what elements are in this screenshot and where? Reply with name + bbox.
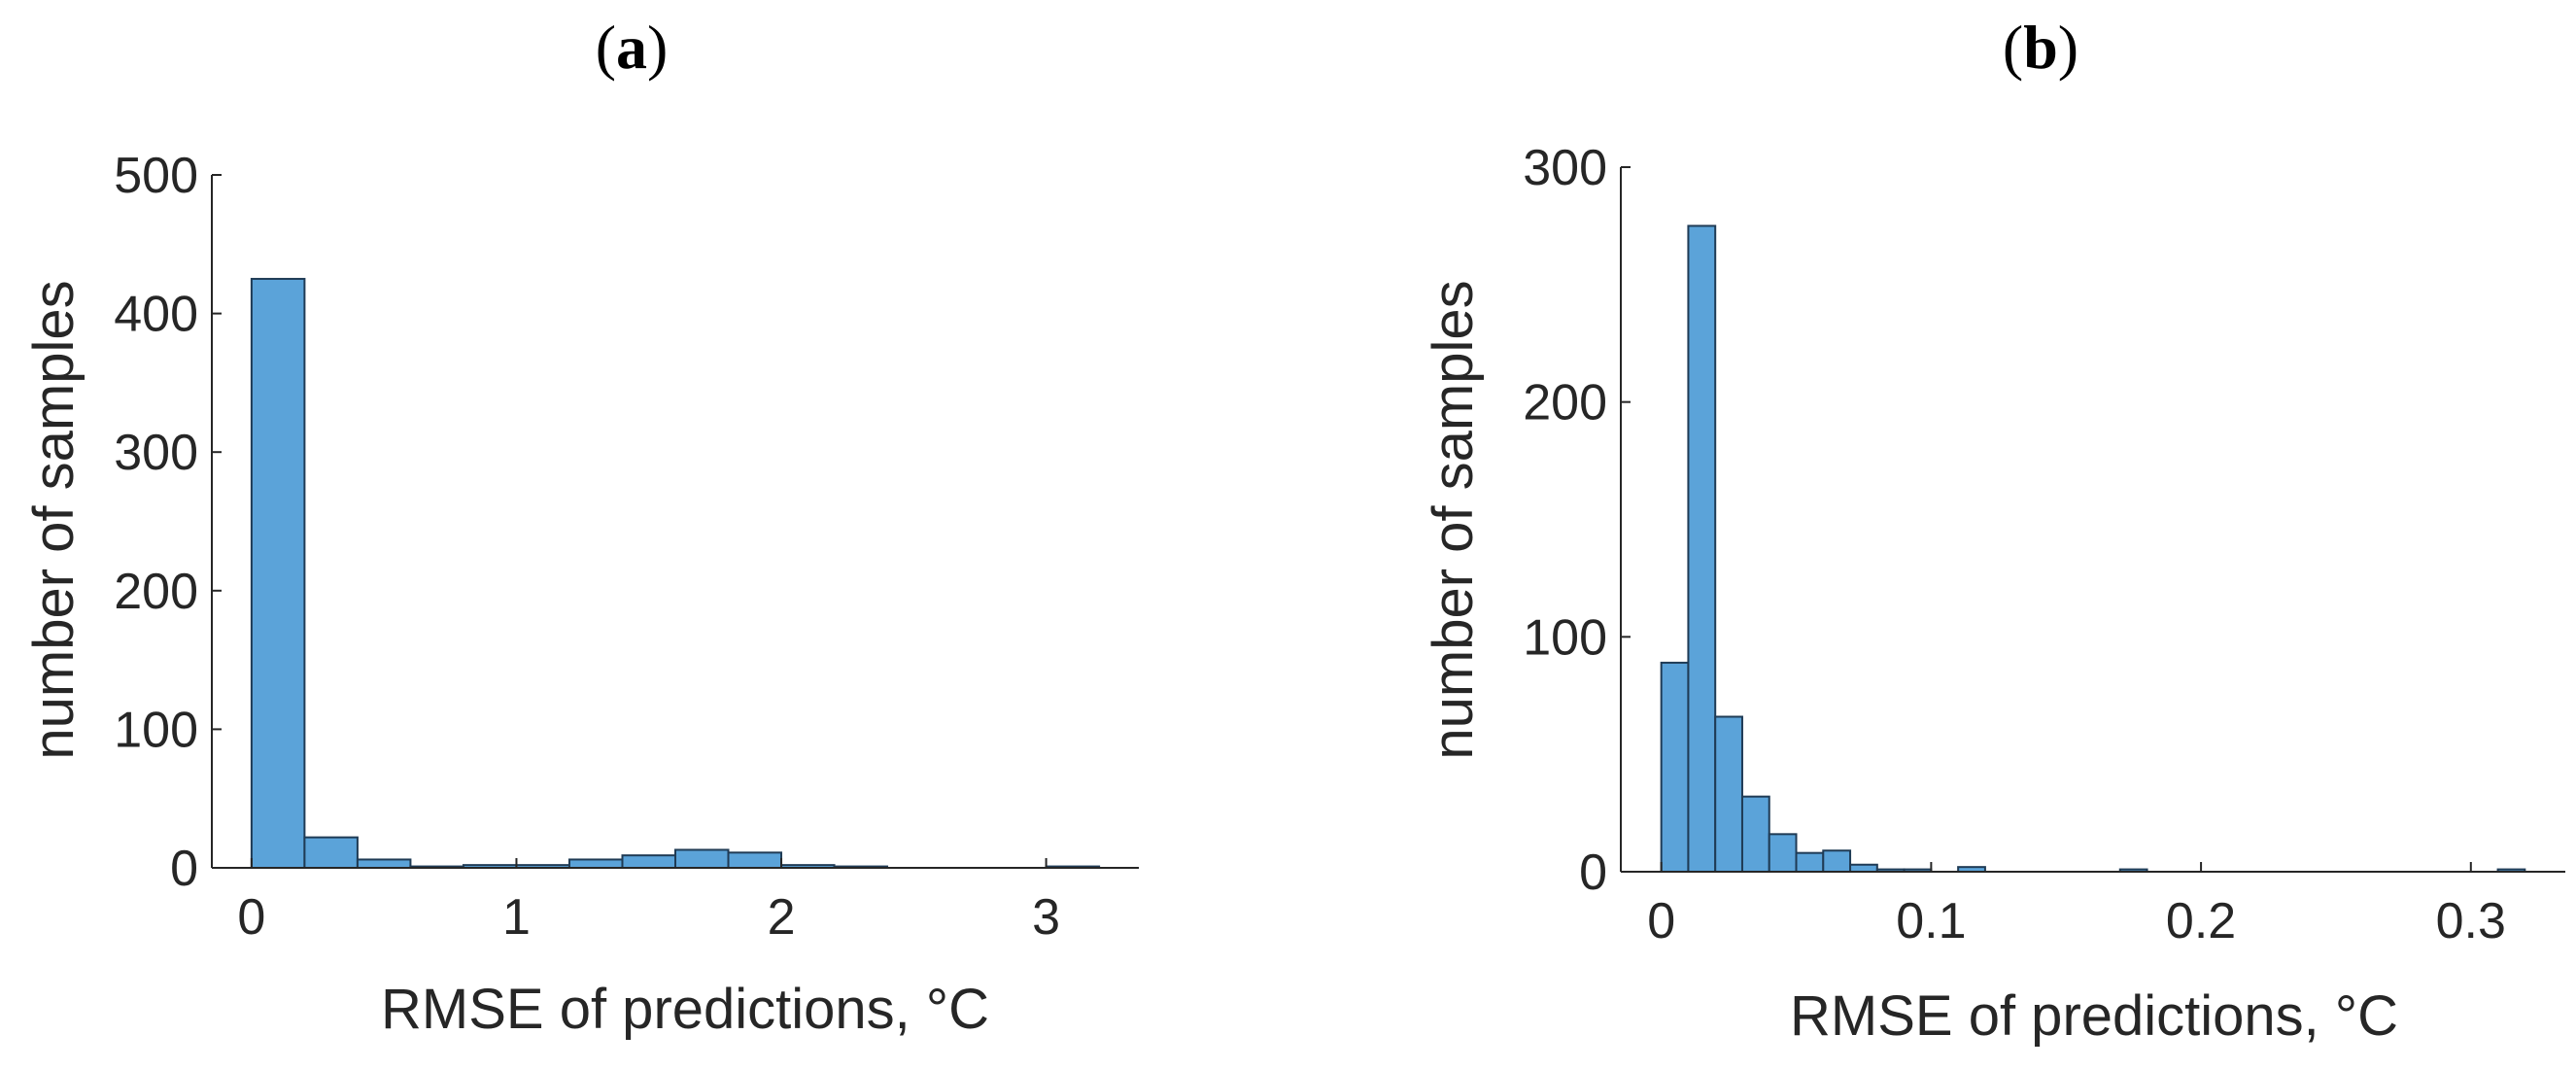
panel-b-y-tick-label: 100 [1523,609,1607,666]
panel-b-y-tick-label: 200 [1523,375,1607,431]
panel-a-bar-1 [303,836,359,869]
panel-a-letter: a [616,13,647,82]
panel-a-y-axis-title: number of samples [22,280,86,759]
panel-a-bar-9 [727,851,783,870]
panel-a-y-tick-label: 300 [114,425,198,481]
panel-b-x-tick-label: 0.3 [2436,893,2506,949]
panel-a-label: (a) [596,13,669,82]
panel-a-x-tick-label: 0 [237,889,265,946]
panel-b-x-tick-label: 0.2 [2166,893,2236,949]
panel-b-axes [1620,167,2565,873]
panel-b-bar-5 [1795,851,1825,874]
panel-a-x-axis-title: RMSE of predictions, °C [381,978,989,1041]
panel-b-label: (b) [2003,13,2078,82]
panel-b-bar-1 [1687,224,1717,873]
panel-b-bars [1660,224,2526,874]
panel-b-bar-3 [1740,795,1770,874]
panel-a-bar-7 [621,854,677,870]
panel-b-bar-0 [1660,661,1690,874]
panel-a-y-tick-label: 100 [114,702,198,758]
panel-a-y-tick-label: 200 [114,564,198,620]
histogram-panel-b: (b) 0 100 200 300 0 0.1 0.2 0.3 RMSE of predict… [1422,13,2565,1048]
panel-a-axes [211,175,1139,869]
panel-b-y-tick-label: 300 [1523,140,1607,196]
panel-b-x-tick-label: 0.1 [1896,893,1966,949]
panel-b-y-tick-label: 0 [1579,845,1607,901]
panel-a-x-tick-label: 2 [768,889,796,946]
panel-a-bars [250,277,1101,870]
panel-b-bar-6 [1822,849,1852,873]
panel-b-bar-2 [1714,715,1743,873]
panel-b-bar-4 [1768,833,1798,873]
panel-b-x-axis-title: RMSE of predictions, °C [1790,984,2398,1048]
panel-b-bar-7 [1849,863,1878,873]
panel-b-letter: b [2023,13,2058,82]
panel-a-bar-6 [567,858,624,869]
panel-a-bar-8 [674,848,730,869]
panel-a-ticks: 0 100 200 300 400 500 0 1 2 3 [114,148,1060,946]
panel-a-y-tick-label: 500 [114,148,198,204]
panel-b-y-axis-title: number of samples [1422,280,1485,759]
panel-a-y-tick-label: 0 [170,841,198,897]
panel-a-y-tick-label: 400 [114,287,198,343]
panel-a-bar-0 [250,277,306,869]
panel-a-x-tick-label: 1 [502,889,531,946]
panel-b-ticks: 0 100 200 300 0 0.1 0.2 0.3 [1523,140,2506,949]
panel-a-x-tick-label: 3 [1032,889,1060,946]
panel-b-x-tick-label: 0 [1647,893,1675,949]
panel-a-bar-2 [356,858,412,869]
histogram-panel-a: (a) 0 100 200 300 400 500 0 1 2 3 RMSE of predict… [22,13,1139,1041]
